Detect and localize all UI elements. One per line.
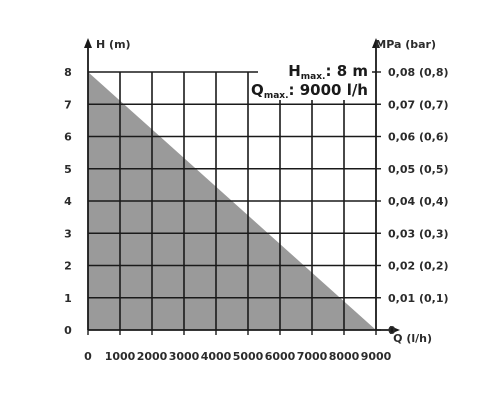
x-tick-label: 0: [84, 350, 92, 363]
y-right-tick-label: 0,03 (0,3): [388, 227, 449, 240]
y-right-tick-label: 0,08 (0,8): [388, 66, 449, 79]
y-right-tick-label: 0: [388, 324, 396, 337]
y-left-tick-label: 1: [64, 292, 72, 305]
x-tick-label: 5000: [233, 350, 264, 363]
y-axis-left-title: H (m): [96, 38, 131, 51]
axis-layer: [84, 38, 400, 334]
x-tick-label: 2000: [137, 350, 168, 363]
hmax-subscript: max.: [301, 72, 326, 82]
x-tick-label: 3000: [169, 350, 200, 363]
hmax-symbol: H: [288, 62, 301, 80]
y-axis-right-arrow: [372, 38, 380, 48]
x-tick-label: 4000: [201, 350, 232, 363]
qmax-subscript: max.: [264, 91, 289, 101]
y-left-tick-label: 2: [64, 260, 72, 273]
y-right-tick-label: 0,05 (0,5): [388, 163, 449, 176]
tick-layer: 0 1000 2000 3000 4000 5000 6000 7000 8000 9000 0 1 2…: [64, 66, 448, 363]
annotation-background: [258, 60, 372, 100]
y-left-tick-label: 3: [64, 227, 72, 240]
x-tick-label: 8000: [329, 350, 360, 363]
y-left-tick-label: 6: [64, 131, 72, 144]
hmax-value: : 8 m: [325, 62, 368, 80]
y-right-tick-label: 0,02 (0,2): [388, 260, 449, 273]
qmax-symbol: Q: [251, 81, 264, 99]
hmax-annotation: Hmax.: 8 m: [288, 62, 368, 82]
y-axis-right-title: MPa (bar): [375, 38, 436, 51]
y-left-tick-label: 4: [64, 195, 72, 208]
y-right-tick-label: 0,01 (0,1): [388, 292, 449, 305]
y-right-tick-label: 0,04 (0,4): [388, 195, 449, 208]
y-left-tick-label: 8: [64, 66, 72, 79]
y-left-tick-label: 0: [64, 324, 72, 337]
x-tick-label: 6000: [265, 350, 296, 363]
x-axis-title: Q (l/h): [393, 332, 432, 345]
y-axis-left-arrow: [84, 38, 92, 48]
x-tick-label: 1000: [105, 350, 136, 363]
grid-layer: [88, 71, 376, 330]
qmax-annotation: Qmax.: 9000 l/h: [251, 81, 368, 101]
qmax-value: : 9000 l/h: [289, 81, 369, 99]
x-axis-arrow: [390, 326, 400, 334]
x-tick-label: 7000: [297, 350, 328, 363]
annotation-box: Hmax.: 8 m Qmax.: 9000 l/h: [251, 60, 372, 101]
y-left-tick-label: 5: [64, 163, 72, 176]
x-tick-label: 9000: [361, 350, 392, 363]
y-left-tick-label: 7: [64, 98, 72, 111]
y-right-tick-label: 0,07 (0,7): [388, 98, 449, 111]
y-right-tick-label: 0,06 (0,6): [388, 131, 449, 144]
